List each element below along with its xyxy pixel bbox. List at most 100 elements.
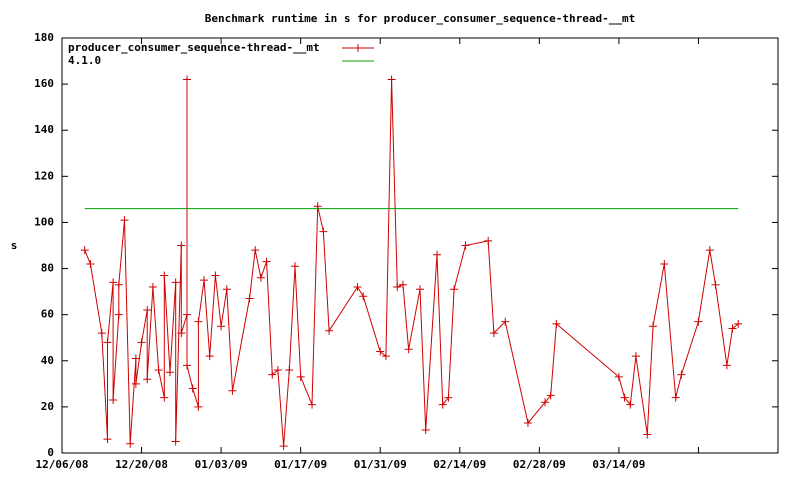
- point-marker: [126, 439, 135, 448]
- point-marker: [353, 283, 362, 291]
- point-marker: [523, 419, 532, 428]
- point-marker: [359, 292, 368, 301]
- point-marker: [546, 391, 555, 400]
- point-marker: [245, 294, 254, 303]
- point-marker: [154, 366, 163, 374]
- point-marker: [109, 278, 118, 287]
- point-marker: [183, 310, 192, 319]
- point-marker: [620, 393, 629, 402]
- point-marker: [648, 322, 657, 331]
- point-marker: [711, 280, 720, 289]
- point-marker: [296, 372, 305, 381]
- point-marker: [200, 276, 209, 285]
- plot-border: [61, 37, 779, 454]
- y-tick-label: 20: [41, 400, 54, 413]
- point-marker: [444, 393, 453, 402]
- point-marker: [222, 285, 231, 294]
- point-marker: [677, 370, 686, 379]
- point-marker: [80, 246, 89, 255]
- point-marker: [194, 402, 203, 411]
- point-marker: [109, 395, 118, 404]
- point-marker: [114, 310, 123, 319]
- series-line: [84, 79, 739, 447]
- point-marker: [626, 400, 635, 409]
- point-marker: [211, 271, 220, 280]
- x-tick-label: 12/20/08: [115, 458, 168, 471]
- point-marker: [279, 442, 288, 451]
- point-marker: [120, 216, 129, 225]
- y-tick-label: 40: [41, 354, 54, 367]
- y-tick-label: 120: [34, 169, 54, 182]
- point-marker: [194, 317, 203, 326]
- point-marker: [86, 259, 95, 268]
- point-marker: [171, 278, 180, 287]
- point-marker: [183, 75, 192, 84]
- point-marker: [143, 306, 152, 315]
- point-marker: [97, 329, 106, 338]
- point-marker: [631, 352, 640, 361]
- legend-label: producer_consumer_sequence-thread-__mt: [68, 41, 320, 54]
- point-marker: [660, 259, 669, 268]
- y-axis-label: s: [11, 239, 18, 252]
- x-tick-label: 03/14/09: [592, 458, 645, 471]
- point-marker: [325, 326, 334, 335]
- point-marker: [114, 280, 123, 289]
- point-marker: [438, 400, 447, 409]
- point-marker: [131, 354, 140, 363]
- point-marker: [183, 361, 192, 370]
- point-marker: [614, 372, 623, 381]
- point-marker: [177, 329, 186, 338]
- point-marker: [376, 347, 385, 356]
- point-marker: [285, 366, 294, 374]
- point-marker: [177, 241, 186, 250]
- point-marker: [217, 322, 226, 331]
- point-marker: [643, 430, 652, 439]
- point-marker: [103, 435, 112, 444]
- point-marker: [273, 366, 282, 374]
- x-tick-label: 01/03/09: [195, 458, 248, 471]
- point-marker: [671, 393, 680, 402]
- point-marker: [387, 75, 396, 84]
- point-marker: [705, 246, 714, 255]
- point-marker: [188, 384, 197, 393]
- point-marker: [256, 273, 265, 282]
- point-marker: [262, 257, 271, 266]
- y-tick-label: 160: [34, 77, 54, 90]
- point-marker: [143, 375, 152, 384]
- x-tick-label: 02/14/09: [433, 458, 486, 471]
- point-marker: [160, 271, 169, 280]
- x-tick-label: 01/17/09: [274, 458, 327, 471]
- point-marker: [461, 241, 470, 250]
- point-marker: [393, 283, 402, 291]
- point-marker: [308, 400, 317, 409]
- point-marker: [160, 393, 169, 402]
- legend-label: 4.1.0: [68, 54, 101, 67]
- point-marker: [290, 262, 299, 271]
- x-tick-label: 01/31/09: [354, 458, 407, 471]
- point-marker: [421, 425, 430, 434]
- point-marker: [728, 324, 737, 333]
- point-marker: [501, 317, 510, 326]
- point-marker: [450, 285, 459, 294]
- y-tick-label: 100: [34, 215, 54, 228]
- point-marker: [205, 352, 214, 361]
- point-marker: [165, 368, 174, 377]
- point-marker: [313, 202, 322, 211]
- point-marker: [268, 370, 277, 379]
- point-marker: [381, 352, 390, 361]
- y-tick-label: 140: [34, 123, 54, 136]
- point-marker: [433, 250, 442, 259]
- y-tick-label: 0: [47, 446, 54, 459]
- legend-marker: [354, 44, 362, 52]
- point-marker: [416, 285, 424, 294]
- y-tick-label: 60: [41, 308, 54, 321]
- point-marker: [552, 319, 561, 328]
- point-marker: [404, 345, 413, 354]
- point-marker: [694, 317, 703, 326]
- point-marker: [228, 386, 237, 395]
- x-tick-label: 02/28/09: [513, 458, 566, 471]
- point-marker: [722, 361, 731, 370]
- point-marker: [319, 227, 328, 236]
- point-marker: [734, 319, 743, 328]
